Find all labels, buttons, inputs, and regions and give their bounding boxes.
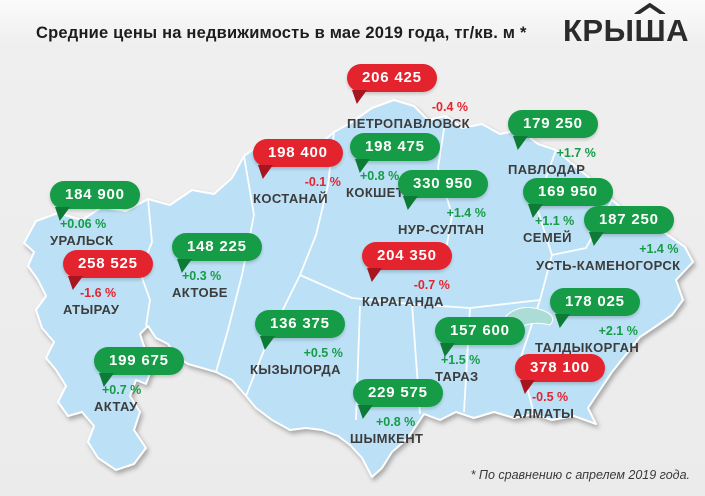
price-badge: 198 475 (350, 133, 440, 161)
city-marker-atyrau: 258 525 -1.6 % АТЫРАУ (63, 250, 153, 317)
city-marker-almaty: 378 100 -0.5 % АЛМАТЫ (513, 354, 605, 421)
price-badge: 136 375 (255, 310, 345, 338)
city-name: КАРАГАНДА (362, 294, 444, 309)
price-badge: 258 525 (63, 250, 153, 278)
city-name: ТАРАЗ (435, 369, 479, 384)
footnote: * По сравнению с апрелем 2019 года. (470, 468, 690, 482)
price-badge: 204 350 (362, 242, 452, 270)
page-title: Средние цены на недвижимость в мае 2019 … (36, 24, 527, 42)
change-percent: +0.8 % (376, 415, 416, 429)
change-percent: -0.7 % (413, 278, 450, 292)
city-name: АТЫРАУ (63, 302, 120, 317)
change-percent: +1.4 % (446, 206, 486, 220)
city-marker-semey: 169 950 +1.1 % СЕМЕЙ (523, 178, 613, 245)
city-name: УРАЛЬСК (50, 233, 114, 248)
city-marker-nur-sultan: 330 950 +1.4 % НУР-СУЛТАН (398, 170, 488, 237)
change-percent: +1.5 % (441, 353, 481, 367)
change-percent: +0.5 % (303, 346, 343, 360)
change-percent: +0.3 % (182, 269, 222, 283)
city-marker-taldykorgan: 178 025 +2.1 % ТАЛДЫКОРГАН (535, 288, 640, 355)
city-name: ШЫМКЕНТ (350, 431, 424, 446)
price-badge: 157 600 (435, 317, 525, 345)
price-badge: 330 950 (398, 170, 488, 198)
price-badge: 198 400 (253, 139, 343, 167)
city-marker-aktau: 199 675 +0.7 % АКТАУ (94, 347, 184, 414)
change-percent: -0.4 % (431, 100, 469, 114)
city-marker-kostanay: 198 400 -0.1 % КОСТАНАЙ (253, 139, 343, 206)
change-percent: -0.1 % (304, 175, 341, 189)
city-marker-taraz: 157 600 +1.5 % ТАРАЗ (435, 317, 525, 384)
change-percent: -1.6 % (80, 286, 117, 300)
city-marker-kyzylorda: 136 375 +0.5 % КЫЗЫЛОРДА (250, 310, 345, 377)
price-badge: 206 425 (347, 64, 437, 92)
city-name: АКТОБЕ (172, 285, 228, 300)
city-marker-shymkent: 229 575 +0.8 % ШЫМКЕНТ (350, 379, 443, 446)
city-name: СЕМЕЙ (523, 230, 572, 245)
city-name: ПАВЛОДАР (508, 162, 586, 177)
city-name: КЫЗЫЛОРДА (250, 362, 341, 377)
city-marker-uralsk: 184 900 +0.06 % УРАЛЬСК (50, 181, 140, 248)
change-percent: +0.8 % (360, 169, 400, 183)
price-badge: 229 575 (353, 379, 443, 407)
change-percent: +0.7 % (102, 383, 142, 397)
house-roof-icon (634, 3, 666, 14)
logo-sh-letter: Ш (634, 3, 666, 49)
price-badge: 148 225 (172, 233, 262, 261)
change-percent: +2.1 % (598, 324, 638, 338)
price-badge: 179 250 (508, 110, 598, 138)
city-marker-karaganda: 204 350 -0.7 % КАРАГАНДА (362, 242, 452, 309)
krysha-logo: КРЫ ША (563, 3, 689, 49)
city-name: КОСТАНАЙ (253, 191, 328, 206)
change-percent: +0.06 % (60, 217, 107, 231)
change-percent: +1.7 % (556, 146, 596, 160)
city-marker-kokshetau: 198 475 +0.8 % КОКШЕТАУ (346, 133, 440, 200)
city-marker-aktobe: 148 225 +0.3 % АКТОБЕ (172, 233, 262, 300)
city-name: ТАЛДЫКОРГАН (535, 340, 640, 355)
price-badge: 378 100 (515, 354, 605, 382)
change-percent: +1.1 % (535, 214, 575, 228)
change-percent: -0.5 % (532, 390, 569, 404)
city-name: ПЕТРОПАВЛОВСК (347, 116, 471, 131)
city-name: УСТЬ-КАМЕНОГОРСК (536, 258, 681, 273)
logo-text: КРЫ (563, 13, 635, 48)
city-name: АКТАУ (94, 399, 138, 414)
city-name: АЛМАТЫ (513, 406, 575, 421)
city-name: НУР-СУЛТАН (398, 222, 485, 237)
city-marker-pavlodar: 179 250 +1.7 % ПАВЛОДАР (508, 110, 598, 177)
change-percent: +1.4 % (639, 242, 679, 256)
price-badge: 187 250 (584, 206, 674, 234)
price-badge: 169 950 (523, 178, 613, 206)
city-marker-ust-kamenogorsk: 187 250 +1.4 % УСТЬ-КАМЕНОГОРСК (536, 206, 680, 273)
price-badge: 199 675 (94, 347, 184, 375)
price-badge: 184 900 (50, 181, 140, 209)
price-badge: 178 025 (550, 288, 640, 316)
city-marker-petropavlovsk: 206 425 -0.4 % ПЕТРОПАВЛОВСК (347, 64, 470, 131)
